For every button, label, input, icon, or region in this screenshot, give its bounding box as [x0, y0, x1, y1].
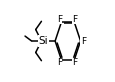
Text: F: F: [56, 58, 61, 67]
Text: F: F: [56, 15, 61, 24]
Text: Si: Si: [38, 36, 48, 46]
Text: F: F: [80, 36, 85, 46]
Text: F: F: [72, 15, 77, 24]
Text: F: F: [72, 58, 77, 67]
